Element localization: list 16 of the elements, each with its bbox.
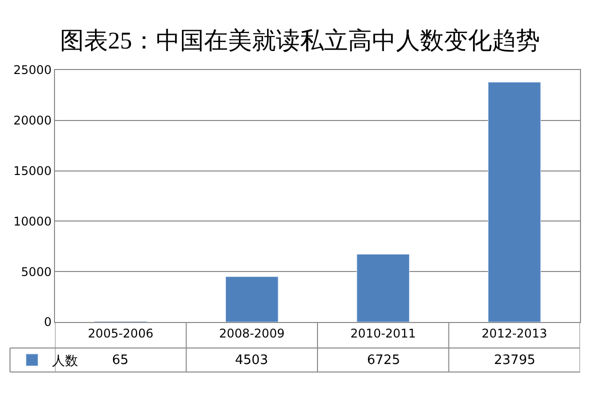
data-label: 4503 [235,353,268,368]
x-tick-label: 2010-2011 [350,326,416,340]
x-tick-label: 2005-2006 [88,326,154,340]
legend-label: 人数 [52,354,78,370]
data-label: 6725 [367,353,400,368]
y-tick-label: 10000 [13,214,52,228]
y-tick-label: 0 [44,315,52,330]
y-tick-label: 5000 [21,264,52,279]
y-tick-label: 15000 [13,164,52,178]
data-label: 65 [112,353,129,368]
data-label: 23795 [494,353,536,368]
y-tick-label: 25000 [13,63,52,78]
x-tick-label: 2008-2009 [219,326,285,340]
chart-title: 图表25：中国在美就读私立高中人数变化趋势 [60,27,540,54]
y-tick-label: 20000 [13,114,52,128]
x-tick-label: 2012-2013 [482,326,548,340]
